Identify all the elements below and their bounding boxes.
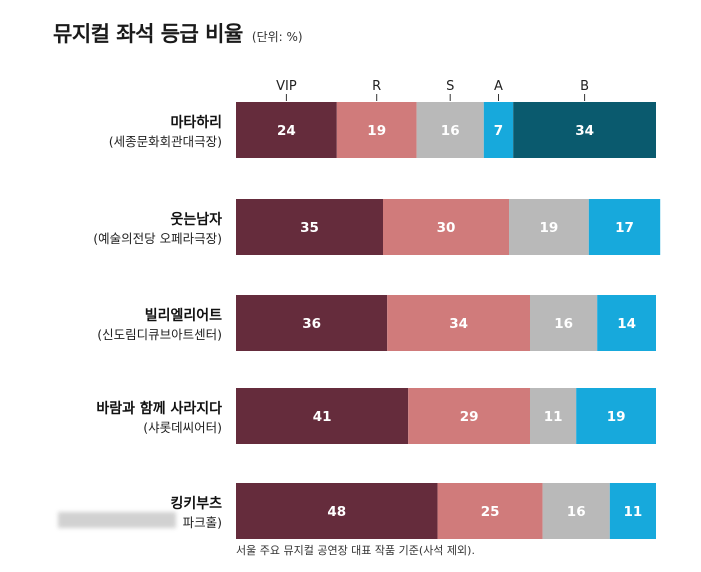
bar-value-label: 17 <box>615 220 634 236</box>
bar-value-label: 19 <box>540 220 559 236</box>
legend-label-r: R <box>372 79 381 94</box>
bar-value-label: 35 <box>300 220 319 236</box>
bar-segment-b <box>513 102 656 158</box>
bar-value-label: 19 <box>607 409 626 425</box>
bar-value-label: 19 <box>367 123 386 139</box>
footnote: 서울 주요 뮤지컬 공연장 대표 작품 기준(사석 제외). <box>236 544 475 557</box>
bar-segment-a <box>576 388 656 444</box>
bar-segment-vip <box>236 483 438 539</box>
legend-label-s: S <box>446 79 454 94</box>
row-venue: (예술의전당 오페라극장) <box>93 231 222 246</box>
bar-value-label: 36 <box>302 316 321 332</box>
bar-segment-vip <box>236 199 383 255</box>
row-venue: (세종문화회관대극장) <box>109 134 222 149</box>
bar-segment-a <box>483 102 514 158</box>
bar-segment-r <box>383 199 509 255</box>
legend-label-a: A <box>494 79 503 94</box>
legend-label-vip: VIP <box>276 79 297 94</box>
row-title: 바람과 함께 사라지다 <box>96 400 222 417</box>
bar-segment-vip <box>236 295 388 351</box>
blurred-venue-text <box>58 512 176 528</box>
bar-segment-a <box>597 295 656 351</box>
bar-segment-r <box>387 295 530 351</box>
bar-value-label: 11 <box>624 504 643 520</box>
bar-segment-s <box>530 295 598 351</box>
row-title: 마타하리 <box>170 114 222 131</box>
row-title: 웃는남자 <box>170 211 222 228</box>
bar-segment-r <box>336 102 417 158</box>
bar-value-label: 16 <box>554 316 573 332</box>
chart-unit: (단위: %) <box>251 30 303 44</box>
row-title: 빌리엘리어트 <box>145 307 222 324</box>
chart-title: 뮤지컬 좌석 등급 비율 <box>53 22 243 46</box>
row-venue: (샤롯데씨어터) <box>143 420 222 435</box>
bar-value-label: 16 <box>441 123 460 139</box>
row-title: 킹키부츠 <box>170 495 222 512</box>
bar-segment-a <box>588 199 661 255</box>
bar-value-label: 7 <box>494 123 503 139</box>
bar-value-label: 24 <box>277 123 296 139</box>
bar-value-label: 14 <box>617 316 636 332</box>
bar-value-label: 11 <box>544 409 563 425</box>
bar-value-label: 30 <box>437 220 456 236</box>
row-venue: (신도림디큐브아트센터) <box>97 327 222 342</box>
bar-segment-vip <box>236 388 409 444</box>
bar-segment-vip <box>236 102 337 158</box>
bar-value-label: 34 <box>449 316 468 332</box>
bar-value-label: 34 <box>575 123 594 139</box>
bar-value-label: 48 <box>327 504 346 520</box>
bar-segment-s <box>530 388 577 444</box>
bar-segment-r <box>437 483 543 539</box>
legend-label-b: B <box>580 79 589 94</box>
bar-segment-a <box>609 483 656 539</box>
row-venue: 파크홀) <box>183 515 222 530</box>
chart-title-block: 뮤지컬 좌석 등급 비율 (단위: %) <box>53 18 303 48</box>
bar-segment-s <box>509 199 589 255</box>
bar-value-label: 16 <box>567 504 586 520</box>
bar-segment-r <box>408 388 530 444</box>
bar-value-label: 29 <box>460 409 479 425</box>
bar-value-label: 41 <box>313 409 332 425</box>
bar-segment-s <box>416 102 484 158</box>
bar-segment-s <box>542 483 610 539</box>
bar-value-label: 25 <box>481 504 500 520</box>
